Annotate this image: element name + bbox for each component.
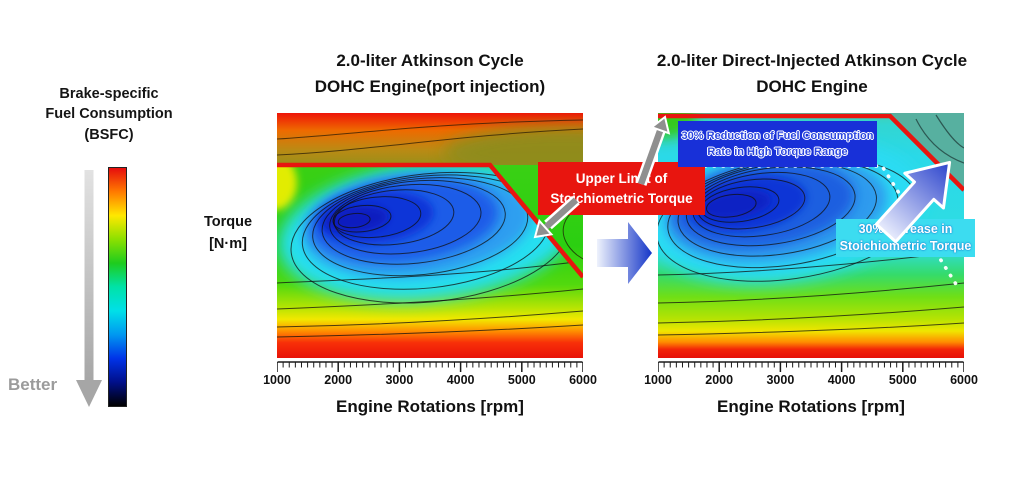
right-x-tick-labels: 1000 2000 3000 4000 5000 6000 — [644, 373, 978, 389]
x-tick-label: 4000 — [827, 373, 856, 387]
left-x-axis-ruler — [276, 361, 584, 374]
left-x-axis-label: Engine Rotations [rpm] — [336, 397, 524, 416]
x-tick-label: 5000 — [888, 373, 917, 387]
left-chart-title: 2.0-liter Atkinson Cycle DOHC Engine(por… — [314, 51, 546, 97]
better-direction-arrow — [76, 170, 102, 407]
transition-arrow — [597, 222, 652, 284]
x-tick-label: 1000 — [644, 373, 672, 387]
colorbar-title-line: Brake-specific — [59, 86, 159, 102]
x-tick-label: 2000 — [705, 373, 734, 387]
x-tick-label: 3000 — [766, 373, 795, 387]
x-tick-label: 6000 — [950, 373, 978, 387]
colorbar-title: Brake-specific Fuel Consumption (BSFC) — [6, 84, 212, 145]
right-x-axis-label: Engine Rotations [rpm] — [717, 397, 905, 416]
left-bsfc-contour-map — [277, 113, 583, 358]
left-x-tick-labels: 1000 2000 3000 4000 5000 6000 — [263, 373, 597, 389]
x-tick-label: 4000 — [446, 373, 475, 387]
colorbar-title-line: Fuel Consumption — [45, 106, 173, 123]
torque-increase-callout: 30% Increase in Stoichiometric Torque — [836, 219, 975, 257]
x-tick-label: 6000 — [569, 373, 597, 387]
x-tick-label: 5000 — [507, 373, 536, 387]
right-x-axis-ruler — [657, 361, 965, 374]
x-tick-label: 1000 — [263, 373, 291, 387]
x-tick-label: 3000 — [385, 373, 414, 387]
fuel-reduction-callout: 30% Reduction of Fuel Consumption Rate i… — [678, 121, 877, 167]
x-tick-label: 2000 — [324, 373, 353, 387]
better-label: Better — [8, 375, 58, 394]
colorbar-title-line: (BSFC) — [84, 126, 134, 143]
right-chart-title: 2.0-liter Direct-Injected Atkinson Cycle… — [656, 51, 968, 97]
upper-limit-callout: Upper Limit of Stoichiometric Torque — [538, 162, 705, 215]
bsfc-colorbar — [108, 167, 127, 407]
torque-axis-label: Torque [N·m] — [203, 214, 253, 252]
